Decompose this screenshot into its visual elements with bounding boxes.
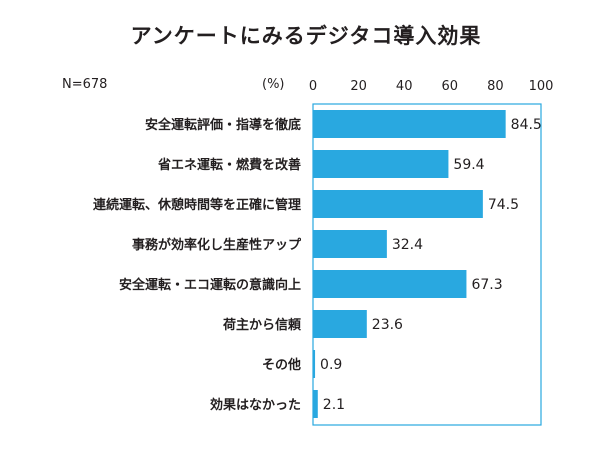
x-tick-label: 40 <box>396 79 413 94</box>
x-tick-label: 20 <box>350 79 367 94</box>
value-label: 23.6 <box>372 317 403 333</box>
plot-frame <box>312 103 542 426</box>
value-label: 67.3 <box>471 277 502 293</box>
x-tick-label: 80 <box>487 79 504 94</box>
x-tick-label: 0 <box>309 79 317 94</box>
x-tick-label: 100 <box>529 79 554 94</box>
value-label: 74.5 <box>488 197 519 213</box>
value-label: 59.4 <box>453 157 484 173</box>
bar <box>313 110 506 138</box>
value-label: 84.5 <box>511 117 542 133</box>
category-label: 安全運転・エコ運転の意識向上 <box>119 277 301 293</box>
category-label: 連続運転、休憩時間等を正確に管理 <box>93 197 301 213</box>
bar <box>313 350 316 378</box>
bar <box>313 230 387 258</box>
category-label: 荷主から信頼 <box>222 317 302 333</box>
bar <box>313 390 318 418</box>
sample-size-label: N=678 <box>62 77 108 92</box>
bar <box>313 150 449 178</box>
category-label: 事務が効率化し生産性アップ <box>132 237 302 253</box>
chart-title: アンケートにみるデジタコ導入効果 <box>130 24 482 48</box>
unit-label: (%) <box>262 77 285 92</box>
value-label: 32.4 <box>392 237 423 253</box>
bar <box>313 190 483 218</box>
value-label: 2.1 <box>323 397 345 413</box>
category-label: 安全運転評価・指導を徹底 <box>145 117 301 133</box>
value-label: 0.9 <box>320 357 342 373</box>
x-tick-label: 60 <box>442 79 459 94</box>
category-label: その他 <box>262 357 301 373</box>
category-label: 省エネ運転・燃費を改善 <box>157 157 301 173</box>
bar <box>313 310 367 338</box>
bar <box>313 270 467 298</box>
category-label: 効果はなかった <box>210 397 301 413</box>
